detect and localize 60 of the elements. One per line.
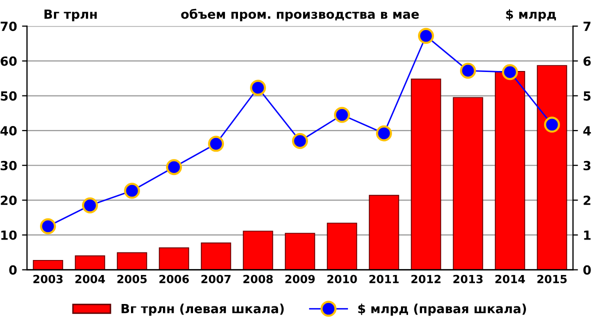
bar [32,260,64,270]
bar [242,230,274,270]
bar [284,232,316,270]
bar [536,65,568,270]
bar [368,194,400,270]
y2-tick-label: 0 [583,265,591,275]
y-tick-label: 0 [9,265,17,275]
y2-tick-label: 6 [584,56,591,66]
x-tick-label: 2003 [33,274,63,284]
point [166,159,182,176]
bar [116,252,148,270]
y2-tick-label: 1 [584,230,591,240]
point [418,28,434,44]
y-tick-label: 60 [0,56,17,66]
y2-tick-label: 2 [584,196,590,205]
chart-title: объем пром. производства в мае [181,8,419,22]
x-tick-label: 2004 [75,274,105,284]
point [124,182,140,199]
y-tick-label: 20 [0,196,17,206]
x-tick-label: 2005 [117,274,147,284]
bar [410,78,442,270]
y2-tick-label: 5 [584,91,591,101]
x-tick-label: 2007 [201,274,231,284]
point [544,116,560,133]
x-tick-label: 2006 [159,274,189,284]
x-tick-label: 2013 [453,274,483,284]
y-tick-label: 30 [0,160,17,170]
point [334,106,350,123]
legend-label: $ млрд (правая шкала) [358,304,526,316]
point [292,133,308,149]
y-tick-label: 50 [0,91,17,101]
point [376,125,392,142]
y2-tick-label: 4 [583,126,591,136]
x-tick-label: 2009 [285,274,315,284]
y2-axis-title: $ млрд [506,9,556,22]
y-axis-title: Вг трлн [44,10,97,22]
x-tick-label: 2014 [495,274,525,284]
x-tick-label: 2010 [327,274,357,284]
bar [494,70,526,270]
bar [200,242,232,270]
point [82,197,98,214]
bar [326,222,358,270]
point [250,80,266,96]
y-tick-label: 10 [1,230,17,240]
y2-tick-label: 3 [584,160,590,170]
x-tick-label: 2015 [537,274,567,284]
bar [74,255,106,270]
bar [158,247,190,270]
x-tick-label: 2008 [243,274,273,284]
point [460,62,476,79]
point [208,136,224,152]
bar [452,97,484,270]
point [40,218,56,234]
legend-label: Вг трлн (левая шкала) [122,304,284,316]
x-tick-label: 2011 [369,274,399,284]
y-tick-label: 70 [0,22,17,32]
y-tick-label: 40 [0,126,17,136]
y2-tick-label: 7 [584,22,590,31]
x-tick-label: 2012 [411,274,440,284]
point [502,64,518,80]
